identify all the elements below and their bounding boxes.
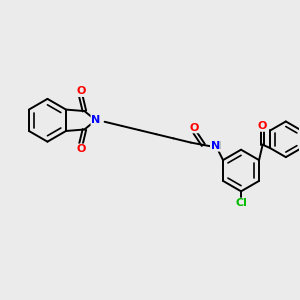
Text: N: N bbox=[211, 141, 220, 151]
Text: O: O bbox=[76, 144, 86, 154]
Text: N: N bbox=[91, 115, 100, 125]
Text: O: O bbox=[258, 121, 267, 131]
Text: O: O bbox=[190, 123, 199, 133]
Text: O: O bbox=[76, 86, 86, 96]
Text: H: H bbox=[214, 141, 222, 151]
Text: Cl: Cl bbox=[235, 198, 247, 208]
